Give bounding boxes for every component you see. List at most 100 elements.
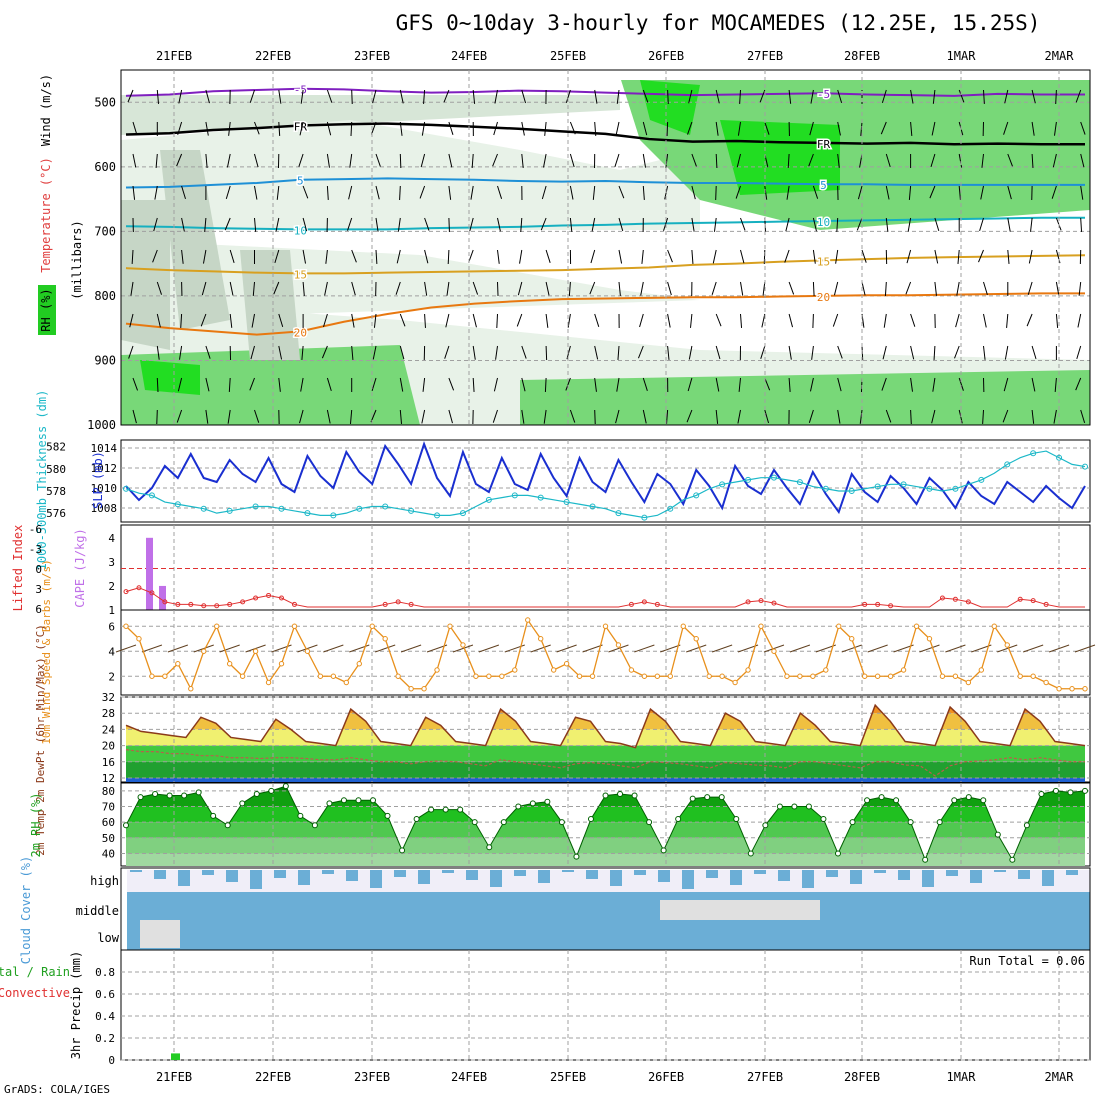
lifted-index-point [952,596,958,602]
wind-barb [132,121,138,136]
wind-barb [395,281,401,295]
wind-barb [809,121,814,136]
wind-barb [300,89,304,104]
cloud-high-bar [754,870,766,874]
lifted-index-line [125,587,1085,608]
wind-barb [1031,89,1036,104]
thickness-point [693,492,700,499]
wind-barb [691,153,697,167]
wind-barb [715,185,717,200]
wind-barb [177,377,183,392]
wind-barb [424,217,430,231]
bottom-date-label: 25FEB [550,1070,586,1084]
thickness-tick-label: 582 [46,441,66,454]
wind-barb [1027,281,1033,296]
wind-barb [348,185,353,200]
thickness-point [719,481,726,488]
wind-barb [448,121,454,135]
wind-barb [176,409,183,423]
cloud-high-bar [778,870,790,881]
wind-barb [252,281,255,296]
wind-barb [788,89,792,104]
rh-point [268,787,275,794]
rh-point [253,790,260,797]
rh-tick-label: 70 [102,800,115,813]
wind-barb [516,313,523,327]
li-tick-label: -6 [29,523,42,536]
cloud-high-bar [370,870,382,888]
wind-barb [128,345,134,359]
cape-tick-label: 4 [108,532,115,545]
wind-barb [371,377,377,392]
wind-barb [421,409,426,424]
pressure-tick-label: 900 [94,353,116,367]
thickness-point [148,492,155,499]
wind-barb [545,281,550,296]
cloud-high-bar [994,870,1006,872]
wind-barb [687,377,693,392]
wind-barb [1077,313,1082,328]
wind-barb [715,89,720,104]
wind-barb [594,313,600,327]
rh-point [1023,822,1030,829]
cloud-high-bar [274,870,286,878]
wind-barb [399,89,404,104]
wind-barb [205,409,209,424]
cape-tick-label: 2 [108,580,115,593]
wind-barb [788,377,791,392]
rh-point [239,800,246,807]
cloud-high-bar [466,870,478,880]
top-date-label: 21FEB [156,49,192,63]
lifted-index-point [771,600,777,606]
precip-tick-label: 0 [108,1054,115,1067]
li-tick-label: 0 [35,563,42,576]
bottom-date-label: 22FEB [255,1070,291,1084]
wind-barb [1075,377,1082,391]
cloud-high-bar [322,870,334,874]
wind-barb [496,313,498,328]
wind-barb [930,153,936,168]
rh-point [747,850,754,857]
wind-barb [882,345,887,360]
wind-barb [713,217,717,232]
wind-barb-10m [115,644,137,653]
wind-barb [1051,185,1057,199]
wind-barb [1055,89,1057,104]
wind-barb [351,89,353,104]
wind-barb-10m [945,644,966,653]
wind-barb [497,185,503,199]
thickness-point [511,492,518,499]
thickness-tick-label: 576 [46,507,66,520]
precip-convective-label: Convective [0,986,70,1000]
thickness-point [174,501,181,508]
wind-barb [956,281,960,296]
wind-barb [399,121,403,136]
temp-tick-label: 32 [102,691,115,704]
wind-barb-10m [789,644,811,653]
wind-speed-point [823,667,829,673]
wind-speed-point [304,648,311,654]
wind-barb [544,377,547,392]
wind-barb [808,409,814,423]
rh-point [1038,790,1045,797]
wind-barb [788,345,792,360]
cloud-high-bar [346,870,358,881]
wind-barb [1080,153,1085,168]
thickness-point [330,512,337,519]
wind-barb-10m [1074,644,1096,653]
wind-barb [594,377,597,392]
rh2m-axis-label: 2m RH (%) [29,792,43,857]
wind-barb [715,409,719,424]
wind-barb [739,89,741,104]
thickness-point [563,499,570,506]
rh-point [340,797,347,804]
wind-barb [326,121,332,136]
wind-barb [594,89,598,104]
wind-barb [326,377,332,392]
wind-speed-point [550,667,557,673]
rh-point [805,803,812,810]
bottom-date-label: 21FEB [156,1070,192,1084]
wind-speed-point [939,673,946,679]
wind-barb-10m [167,644,189,653]
wind-barb [687,121,693,135]
